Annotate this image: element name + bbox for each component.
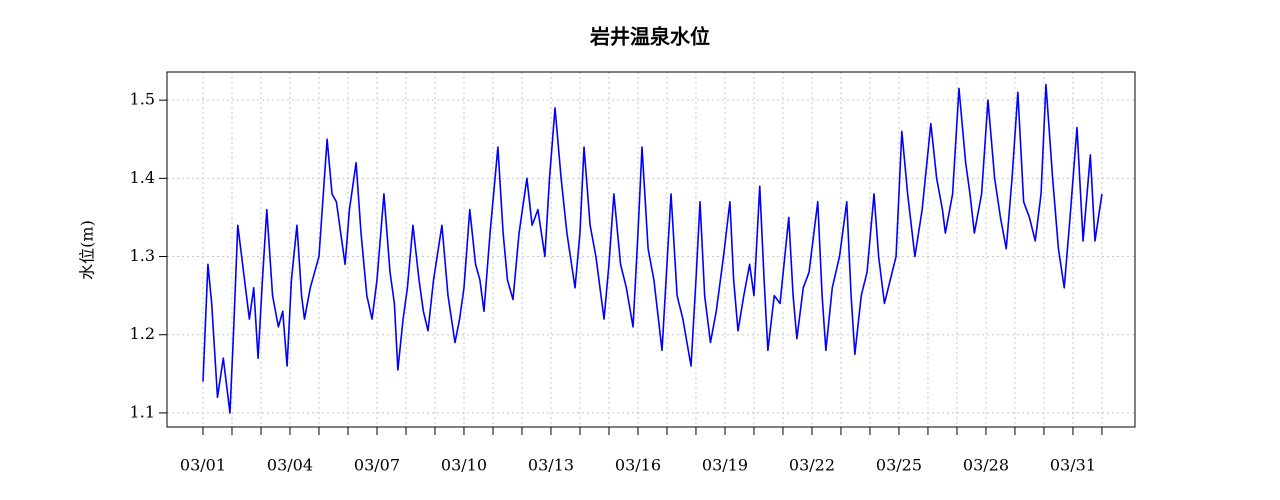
data-line bbox=[202, 83, 1103, 414]
y-tick-label: 1.4 bbox=[130, 168, 155, 187]
y-tick-label: 1.1 bbox=[130, 402, 155, 421]
x-tick-label: 03/22 bbox=[789, 456, 835, 475]
x-tick-label: 03/10 bbox=[441, 456, 487, 475]
x-tick-label: 03/13 bbox=[528, 456, 574, 475]
x-tick-label: 03/31 bbox=[1050, 456, 1096, 475]
y-axis-label: 水位(m) bbox=[78, 220, 97, 280]
x-tick-label: 03/25 bbox=[876, 456, 922, 475]
x-tick-label: 03/04 bbox=[267, 456, 313, 475]
x-tick-label: 03/07 bbox=[354, 456, 400, 475]
y-tick-label: 1.2 bbox=[130, 324, 155, 343]
plot-frame bbox=[166, 71, 1136, 428]
x-tick-label: 03/01 bbox=[180, 456, 226, 475]
y-tick-label: 1.3 bbox=[130, 246, 155, 265]
y-tick-label: 1.5 bbox=[130, 90, 155, 109]
x-tick-label: 03/28 bbox=[963, 456, 1009, 475]
x-tick-label: 03/16 bbox=[615, 456, 661, 475]
x-tick-label: 03/19 bbox=[702, 456, 748, 475]
chart-title: 岩井温泉水位 bbox=[589, 25, 710, 49]
